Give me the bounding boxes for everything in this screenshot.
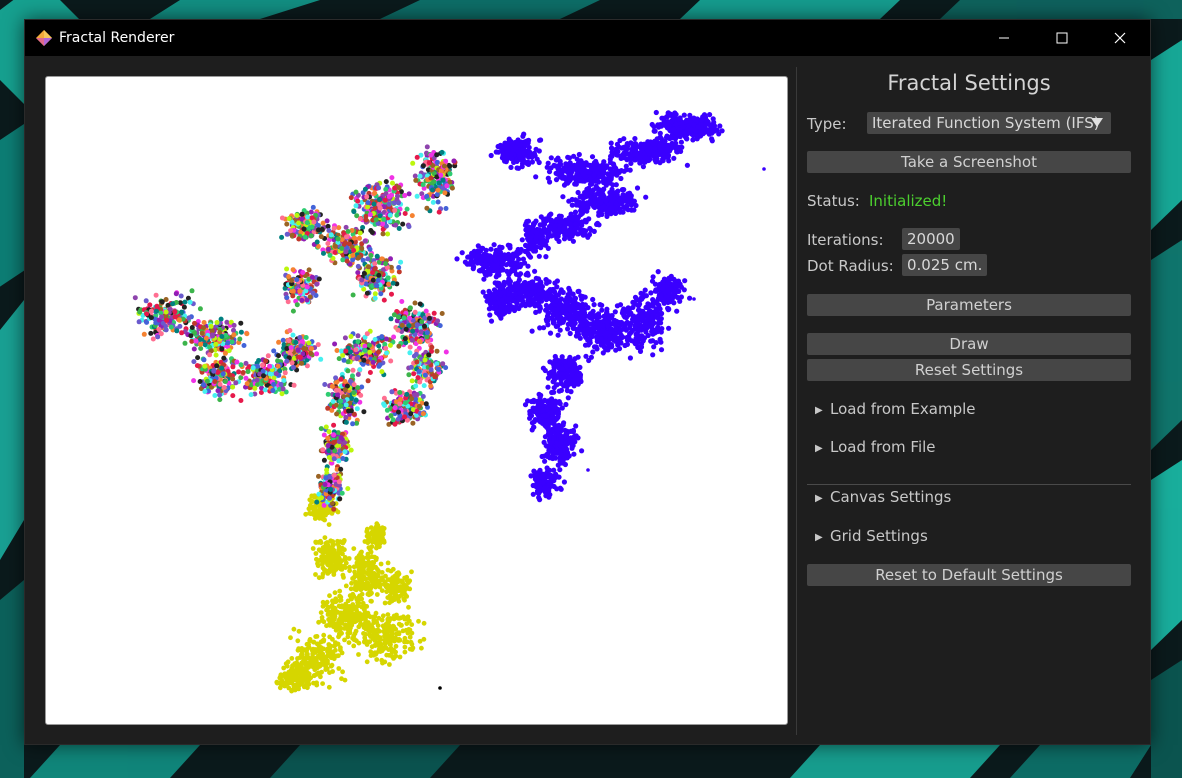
- triangle-right-icon: ▶: [815, 405, 823, 416]
- fractal-type-select[interactable]: Iterated Function System (IFS): [867, 112, 1111, 134]
- close-button[interactable]: [1091, 20, 1149, 56]
- maximize-icon: [1056, 32, 1068, 44]
- iterations-field[interactable]: 20000: [902, 228, 960, 250]
- iterations-label: Iterations:: [807, 231, 884, 249]
- window-title: Fractal Renderer: [59, 30, 175, 46]
- dot-radius-field[interactable]: 0.025 cm.: [902, 254, 988, 276]
- load-file-node[interactable]: ▶ Load from File: [815, 436, 936, 458]
- canvas-settings-label: Canvas Settings: [830, 488, 952, 506]
- canvas-settings-node[interactable]: ▶ Canvas Settings: [815, 486, 951, 508]
- triangle-right-icon: ▶: [815, 493, 823, 504]
- fractal-render: [132, 109, 766, 694]
- triangle-right-icon: ▶: [815, 532, 823, 543]
- reset-default-settings-button[interactable]: Reset to Default Settings: [807, 564, 1131, 586]
- status-label: Status:: [807, 192, 860, 210]
- section-divider: [807, 484, 1131, 485]
- load-file-label: Load from File: [830, 438, 936, 456]
- type-label: Type:: [807, 115, 847, 133]
- close-icon: [1114, 32, 1126, 44]
- maximize-button[interactable]: [1033, 20, 1091, 56]
- fractal-canvas[interactable]: [45, 76, 788, 725]
- grid-settings-node[interactable]: ▶ Grid Settings: [815, 525, 928, 547]
- grid-settings-label: Grid Settings: [830, 527, 928, 545]
- status-value: Initialized!: [869, 192, 948, 210]
- triangle-down-icon: [1091, 118, 1103, 127]
- fractal-type-value: Iterated Function System (IFS): [872, 114, 1100, 132]
- load-example-node[interactable]: ▶ Load from Example: [815, 398, 976, 420]
- reset-settings-button[interactable]: Reset Settings: [807, 359, 1131, 381]
- minimize-icon: [999, 37, 1009, 39]
- dot-radius-label: Dot Radius:: [807, 257, 894, 275]
- panel-title: Fractal Settings: [887, 71, 1051, 95]
- take-screenshot-button[interactable]: Take a Screenshot: [807, 151, 1131, 173]
- draw-button[interactable]: Draw: [807, 333, 1131, 355]
- settings-panel: Fractal Settings Type: Iterated Function…: [807, 67, 1131, 737]
- load-example-label: Load from Example: [830, 400, 976, 418]
- panel-divider: [796, 67, 797, 735]
- parameters-button[interactable]: Parameters: [807, 294, 1131, 316]
- minimize-button[interactable]: [975, 20, 1033, 56]
- triangle-right-icon: ▶: [815, 443, 823, 454]
- title-bar[interactable]: Fractal Renderer: [25, 20, 1150, 56]
- fractal-diamond-icon: [36, 30, 52, 46]
- app-window: Fractal Renderer Fractal Settings Type: …: [24, 19, 1151, 745]
